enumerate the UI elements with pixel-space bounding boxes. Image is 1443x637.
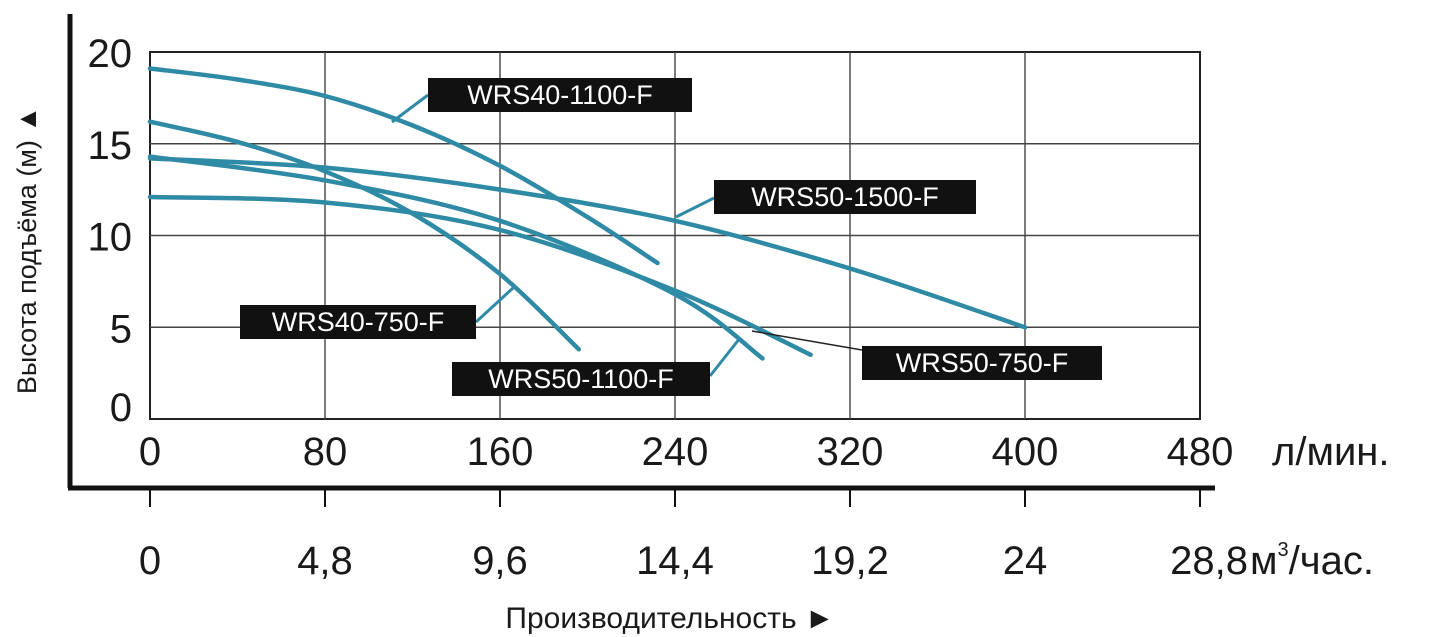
series-line-wrs40-750-f (147, 119, 582, 352)
label-box-wrs40-750-f (240, 305, 476, 339)
series-line-wrs40-1100-f (147, 66, 660, 266)
axes (67, 14, 1215, 507)
x-tick-label-4: 320 (817, 430, 884, 474)
x2-unit-rest: /час. (1289, 539, 1374, 583)
x-tick-label-2: 160 (467, 430, 534, 474)
x2-unit-label: м3/час. (1250, 539, 1374, 583)
series-label-wrs40-750-f: WRS40-750-F (272, 307, 445, 337)
leader-line-wrs50-1100-f (708, 337, 742, 377)
x-axis-title: Производительность ► (505, 602, 834, 635)
series-line-wrs50-1100-f (147, 154, 765, 361)
label-box-wrs50-1100-f (452, 362, 710, 396)
series-line-wrs50-1500-f (147, 156, 1028, 330)
y-tick-label-3: 15 (88, 124, 133, 168)
leader-line-wrs40-1100-f (391, 93, 429, 124)
label-box-wrs50-1500-f (714, 180, 976, 214)
label-box-wrs40-1100-f (428, 78, 692, 112)
x2-tick-label-1: 4,8 (297, 539, 353, 583)
series-lines (147, 66, 1028, 361)
x-tick-label-0: 0 (139, 430, 161, 474)
series-leaders (391, 93, 863, 377)
y-tick-label-2: 10 (88, 216, 133, 260)
y-tick-label-4: 20 (88, 32, 133, 76)
series-label-wrs50-1100-f: WRS50-1100-F (488, 364, 674, 394)
series-label-wrs50-750-f: WRS50-750-F (896, 348, 1069, 378)
x2-unit-sup: 3 (1278, 539, 1289, 561)
label-box-wrs50-750-f (862, 346, 1102, 380)
x-tick-label-6: 480 (1167, 430, 1234, 474)
leader-line-wrs50-1500-f (675, 196, 715, 219)
x-tick-label-3: 240 (642, 430, 709, 474)
x2-tick-label-2: 9,6 (472, 539, 528, 583)
x-tick-label-5: 400 (992, 430, 1059, 474)
tick-labels: 0 5 10 15 20 0 80 160 240 320 400 480 0 4,8 9,6 14,4 19,… (88, 32, 1249, 583)
y-axis-title: Высота подъёма (м) ▲ (12, 106, 42, 394)
y-tick-label-0: 0 (110, 386, 132, 430)
x-tick-label-1: 80 (303, 430, 348, 474)
leader-line-wrs40-750-f (474, 286, 515, 324)
series-label-wrs40-1100-f: WRS40-1100-F (467, 80, 653, 110)
x2-tick-label-5: 24 (1003, 539, 1048, 583)
y-tick-label-1: 5 (110, 307, 132, 351)
series-label-wrs50-1500-f: WRS50-1500-F (751, 182, 939, 212)
series-line-wrs50-750-f (147, 194, 813, 358)
x2-tick-label-0: 0 (139, 539, 161, 583)
x2-tick-label-4: 19,2 (811, 539, 889, 583)
x2-tick-label-6: 28,8 (1170, 539, 1248, 583)
leader-line-wrs50-750-f (751, 330, 863, 351)
x-unit-label: л/мин. (1272, 430, 1390, 474)
x2-unit-base: м (1250, 539, 1278, 583)
series-labels: WRS40-1100-F WRS50-1500-F WRS40-750-F WRS50… (240, 78, 1102, 396)
x2-tick-label-3: 14,4 (636, 539, 714, 583)
